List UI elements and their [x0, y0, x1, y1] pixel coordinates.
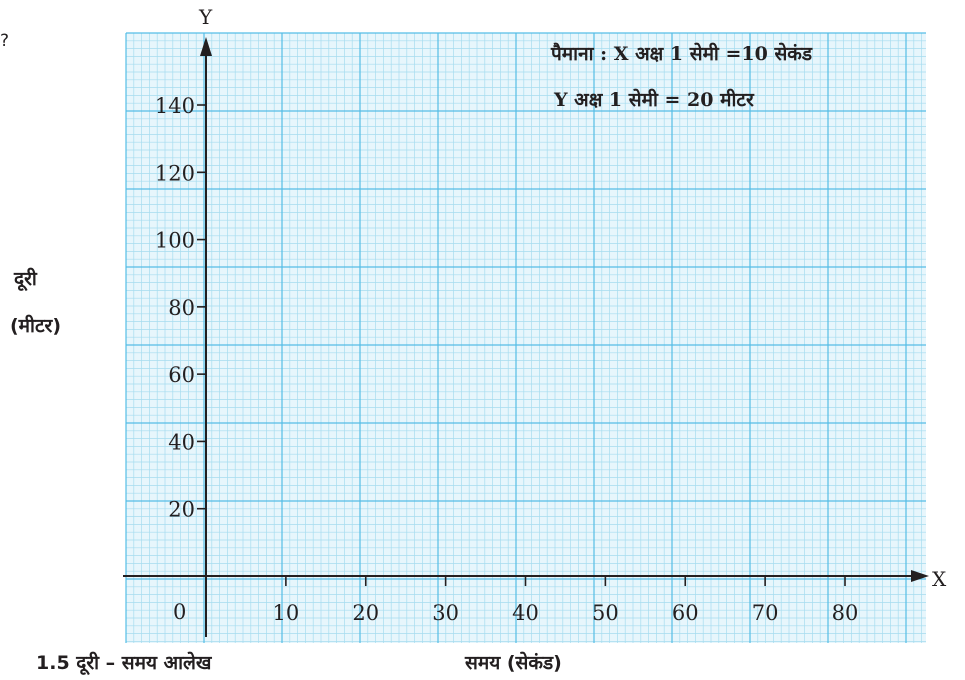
- y-axis-arrow-icon: [200, 37, 212, 56]
- figure-caption: 1.5 दूरी – समय आलेख: [36, 651, 213, 676]
- x-tick-label: 30: [432, 601, 459, 625]
- x-axis-arrow-icon: [911, 570, 929, 582]
- y-axis-ticks: 20 40 60 80 100 120 140: [155, 94, 206, 522]
- x-tick-label: 20: [352, 601, 379, 625]
- y-axis-title-line2: (मीटर): [10, 314, 61, 337]
- x-tick-label: 10: [273, 601, 300, 625]
- x-tick-label: 50: [592, 601, 619, 625]
- y-tick-label: 60: [168, 363, 195, 387]
- graph-paper-major-grid: [125, 32, 926, 643]
- y-tick-label: 120: [155, 161, 195, 185]
- x-tick-label: 60: [672, 601, 699, 625]
- graph-paper-background: [126, 33, 926, 643]
- y-tick-label: 80: [168, 296, 195, 320]
- x-tick-label: 70: [752, 601, 779, 625]
- x-tick-label: 40: [512, 601, 539, 625]
- y-tick-label: 40: [168, 430, 195, 454]
- origin-label: 0: [173, 600, 186, 624]
- question-mark: ?: [0, 31, 9, 51]
- y-tick-label: 100: [155, 229, 195, 253]
- x-tick-label: 80: [832, 601, 859, 625]
- y-axis-name: Y: [198, 5, 213, 29]
- scale-note-line2: Y अक्ष 1 सेमी = 20 मीटर: [553, 88, 755, 111]
- y-tick-label: 140: [155, 94, 195, 118]
- y-tick-label: 20: [168, 498, 195, 522]
- x-axis-title: समय (सेकंड): [464, 651, 562, 674]
- y-axis-title-line1: दूरी: [13, 267, 38, 292]
- graph-paper-minor-grid: [126, 33, 926, 643]
- x-axis-name: X: [932, 567, 947, 591]
- scale-note-line1: पैमाना : X अक्ष 1 सेमी =10 सेकंड: [550, 42, 813, 65]
- x-axis-ticks: 10 20 30 40 50 60 70 80: [273, 576, 859, 625]
